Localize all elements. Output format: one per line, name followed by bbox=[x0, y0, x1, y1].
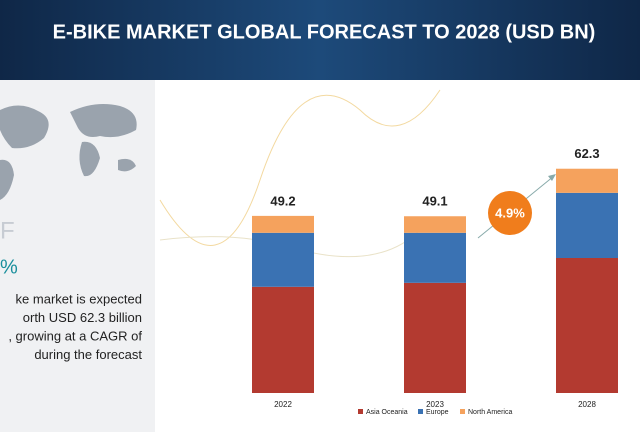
cagr-arrowhead bbox=[548, 174, 556, 181]
panel-text: , growing at a CAGR of bbox=[8, 328, 142, 343]
panel-letter: F bbox=[0, 217, 15, 244]
total-label: 49.1 bbox=[422, 194, 447, 209]
bar-segment bbox=[252, 232, 314, 287]
panel-text: during the forecast bbox=[34, 347, 142, 362]
bar-segment bbox=[252, 215, 314, 233]
decor-curve bbox=[159, 89, 441, 246]
total-label: 49.2 bbox=[270, 193, 295, 208]
panel-text: ke market is expected bbox=[16, 291, 142, 306]
bar-segment bbox=[556, 258, 618, 393]
legend-swatch bbox=[418, 409, 423, 414]
header bbox=[0, 0, 640, 80]
bar-segment bbox=[404, 282, 466, 393]
bar-segment bbox=[404, 232, 466, 283]
world-map bbox=[0, 104, 137, 200]
bar-segment bbox=[556, 192, 618, 258]
panel-percent: % bbox=[0, 256, 18, 278]
bar-segment bbox=[556, 168, 618, 193]
legend-swatch bbox=[460, 409, 465, 414]
legend-label: Asia Oceania bbox=[366, 409, 408, 416]
x-tick-label: 2022 bbox=[274, 400, 292, 409]
chart-title: E-BIKE MARKET GLOBAL FORECAST TO 2028 (U… bbox=[53, 21, 596, 43]
legend-label: North America bbox=[468, 409, 512, 416]
cagr-label: 4.9% bbox=[495, 205, 525, 220]
x-tick-label: 2028 bbox=[578, 400, 596, 409]
panel-text: orth USD 62.3 billion bbox=[23, 310, 142, 325]
legend-swatch bbox=[358, 409, 363, 414]
bar-segment bbox=[404, 216, 466, 233]
total-label: 62.3 bbox=[574, 146, 599, 161]
x-tick-label: 2023 bbox=[426, 400, 444, 409]
cagr-bubble bbox=[488, 191, 532, 235]
bar-segment bbox=[252, 286, 314, 393]
legend-label: Europe bbox=[426, 409, 449, 416]
